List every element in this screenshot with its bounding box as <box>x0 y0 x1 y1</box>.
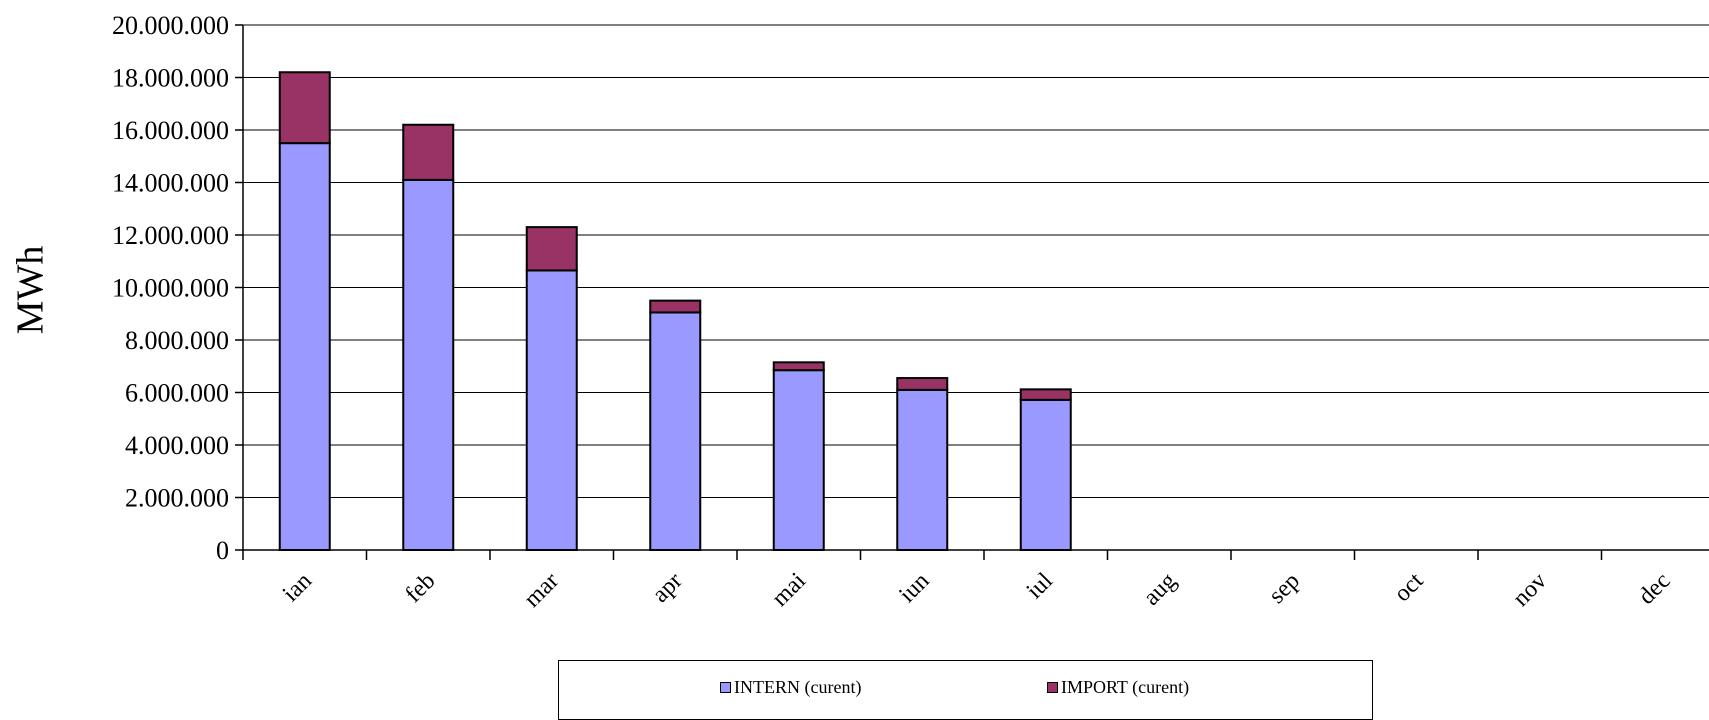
x-tick-label: iul <box>1022 568 1059 605</box>
y-axis-ticks: 0 2.000.000 4.000.000 6.000.000 8.000.000 10.… <box>112 11 243 565</box>
y-tick-label: 0 <box>216 536 229 565</box>
x-tick-label: iun <box>894 568 934 608</box>
stacked-bar-chart: 0 2.000.000 4.000.000 6.000.000 8.000.000 10.… <box>10 11 1709 613</box>
x-tick-label: mai <box>767 568 811 612</box>
legend-item-import: IMPORT (curent) <box>1047 677 1189 698</box>
y-tick-label: 16.000.000 <box>112 116 229 145</box>
y-tick-label: 6.000.000 <box>125 379 229 408</box>
y-tick-label: 10.000.000 <box>112 274 229 303</box>
bar-intern-apr <box>649 311 702 551</box>
bar-import-ian <box>278 71 331 145</box>
bar-intern-iun <box>896 388 949 551</box>
legend-swatch-import <box>1047 682 1058 693</box>
x-tick-label: aug <box>1139 568 1182 611</box>
y-axis-label: MWh <box>10 246 52 335</box>
y-tick-label: 14.000.000 <box>112 169 229 198</box>
legend: INTERN (curent) IMPORT (curent) <box>558 660 1373 720</box>
bar-import-iul <box>1019 388 1072 401</box>
bars <box>278 71 1072 551</box>
x-axis-ticks: ian feb mar apr mai iun iul aug sep oct nov dec <box>242 550 1676 613</box>
y-tick-label: 2.000.000 <box>125 484 229 513</box>
gridlines <box>243 24 1709 498</box>
legend-label-intern: INTERN (curent) <box>734 677 862 697</box>
y-tick-label: 12.000.000 <box>112 221 229 250</box>
bar-intern-ian <box>278 142 331 551</box>
bar-import-feb <box>402 123 455 181</box>
legend-label-import: IMPORT (curent) <box>1061 677 1190 697</box>
bar-import-mai <box>772 361 825 372</box>
bar-import-iun <box>896 377 949 391</box>
x-tick-label: feb <box>400 568 440 608</box>
bar-intern-mai <box>772 369 825 551</box>
y-tick-label: 4.000.000 <box>125 431 229 460</box>
x-tick-label: apr <box>647 568 687 608</box>
legend-item-intern: INTERN (curent) <box>720 677 861 698</box>
x-tick-label: oct <box>1389 568 1428 607</box>
x-tick-label: mar <box>519 568 564 613</box>
x-tick-label: ian <box>278 568 317 607</box>
y-tick-label: 18.000.000 <box>112 64 229 93</box>
legend-swatch-intern <box>720 682 731 693</box>
bar-import-mar <box>525 226 578 272</box>
bar-intern-iul <box>1019 398 1072 551</box>
y-tick-label: 8.000.000 <box>125 326 229 355</box>
x-tick-label: nov <box>1508 568 1552 612</box>
x-tick-label: dec <box>1634 568 1676 610</box>
bar-import-apr <box>649 299 702 314</box>
y-tick-label: 20.000.000 <box>112 11 229 40</box>
bar-intern-feb <box>402 178 455 551</box>
bar-intern-mar <box>525 269 578 551</box>
x-tick-label: sep <box>1264 568 1305 609</box>
